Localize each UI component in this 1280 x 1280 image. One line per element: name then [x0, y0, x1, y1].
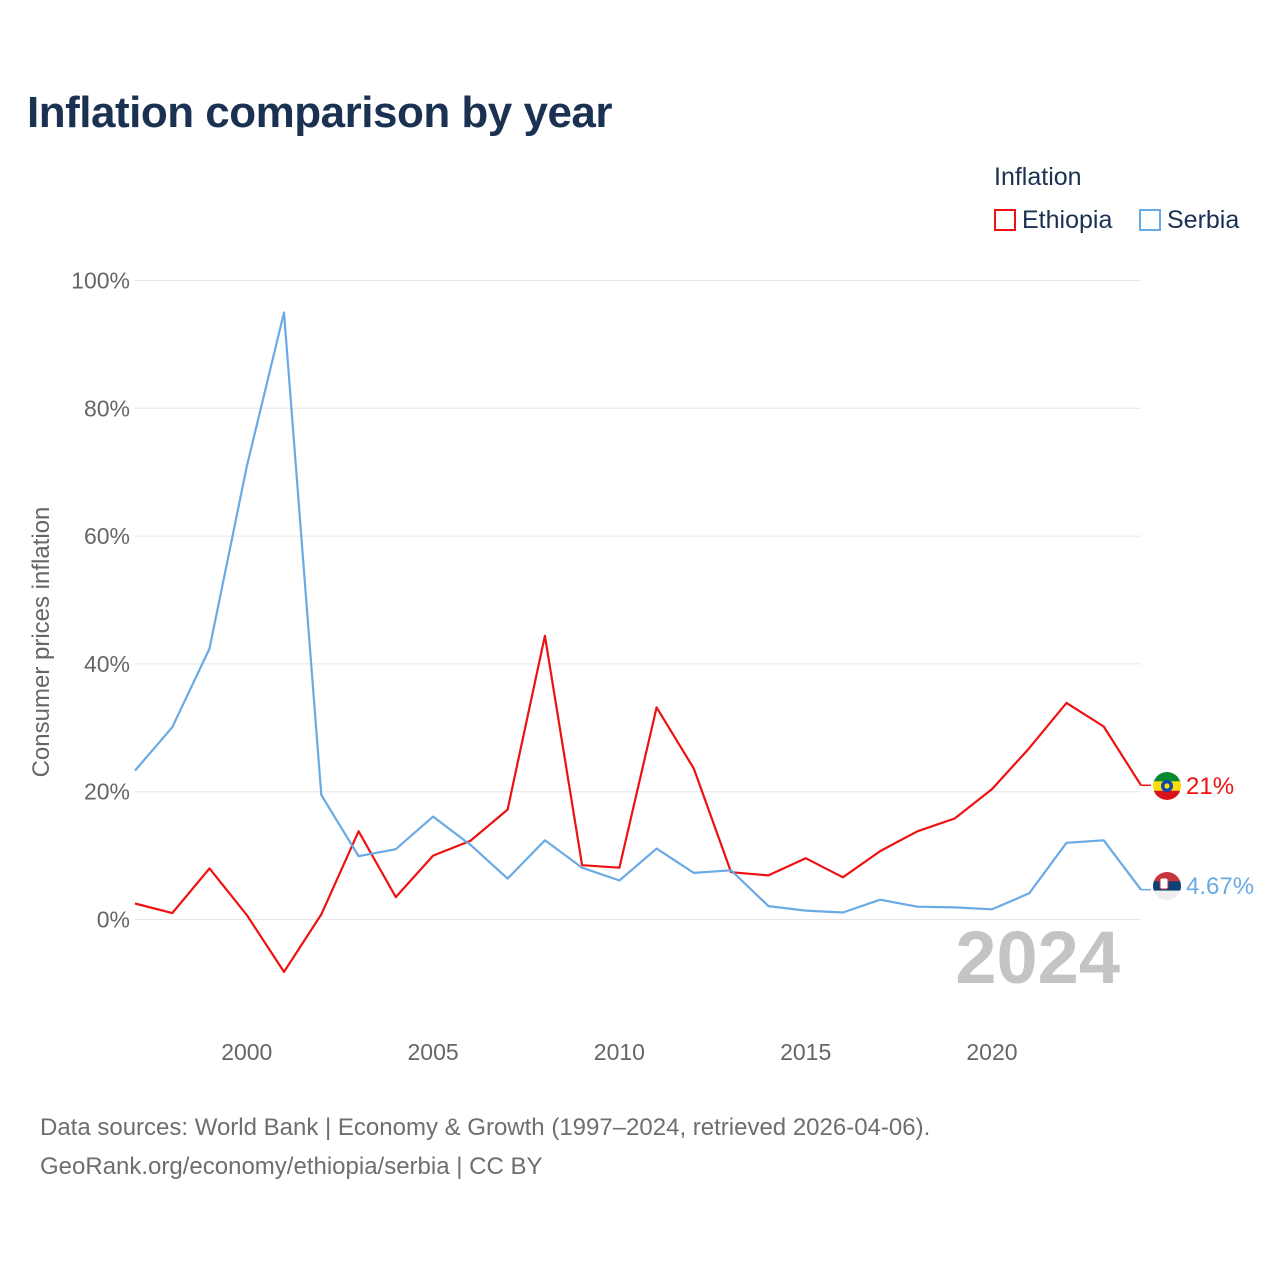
legend-title: Inflation	[994, 163, 1082, 191]
y-tick-label: 80%	[84, 395, 130, 421]
y-tick-label: 0%	[97, 907, 130, 933]
y-tick-label: 20%	[84, 779, 130, 805]
x-tick-label: 2015	[780, 1039, 831, 1065]
source-line-2: GeoRank.org/economy/ethiopia/serbia | CC…	[40, 1153, 543, 1180]
series-line-ethiopia	[134, 634, 1142, 974]
ethiopia-flag-icon	[1153, 772, 1181, 800]
year-marker: 2024	[955, 916, 1120, 999]
legend-label-serbia: Serbia	[1167, 205, 1240, 234]
serbia-flag-icon	[1153, 872, 1181, 900]
x-tick-label: 2005	[407, 1039, 458, 1065]
end-flags	[1153, 772, 1181, 900]
source-note: Data sources: World Bank | Economy & Gro…	[40, 1108, 930, 1186]
line-chart: 0%20%40%60%80%100% 2000 2005 2010 2015 2020 …	[71, 268, 1254, 1066]
x-tick-label: 2010	[594, 1039, 645, 1065]
series-lines	[134, 311, 1151, 974]
y-tick-label: 60%	[84, 523, 130, 549]
x-tick-label: 2020	[966, 1039, 1017, 1065]
end-labels: 21% 4.67%	[1186, 773, 1254, 900]
x-axis-ticks: 2000 2005 2010 2015 2020	[221, 1039, 1017, 1065]
series-line-serbia	[134, 311, 1142, 914]
end-label-ethiopia: 21%	[1186, 773, 1234, 800]
source-line-1: Data sources: World Bank | Economy & Gro…	[40, 1114, 931, 1141]
end-label-serbia: 4.67%	[1186, 873, 1254, 900]
y-axis-label: Consumer prices inflation	[28, 506, 55, 778]
legend-item-ethiopia[interactable]: Ethiopia	[994, 205, 1112, 235]
legend-swatch-ethiopia	[994, 209, 1016, 231]
legend-label-ethiopia: Ethiopia	[1022, 205, 1113, 234]
y-tick-label: 40%	[84, 651, 130, 677]
legend-item-serbia[interactable]: Serbia	[1139, 205, 1239, 235]
y-axis-ticks: 0% 20% 40% 60% 80% 100%	[71, 268, 130, 933]
chart-title: Inflation comparison by year	[27, 88, 613, 137]
y-tick-label: 100%	[71, 268, 130, 294]
legend-swatch-serbia	[1139, 209, 1161, 231]
gridlines	[135, 280, 1141, 920]
x-tick-label: 2000	[221, 1039, 272, 1065]
